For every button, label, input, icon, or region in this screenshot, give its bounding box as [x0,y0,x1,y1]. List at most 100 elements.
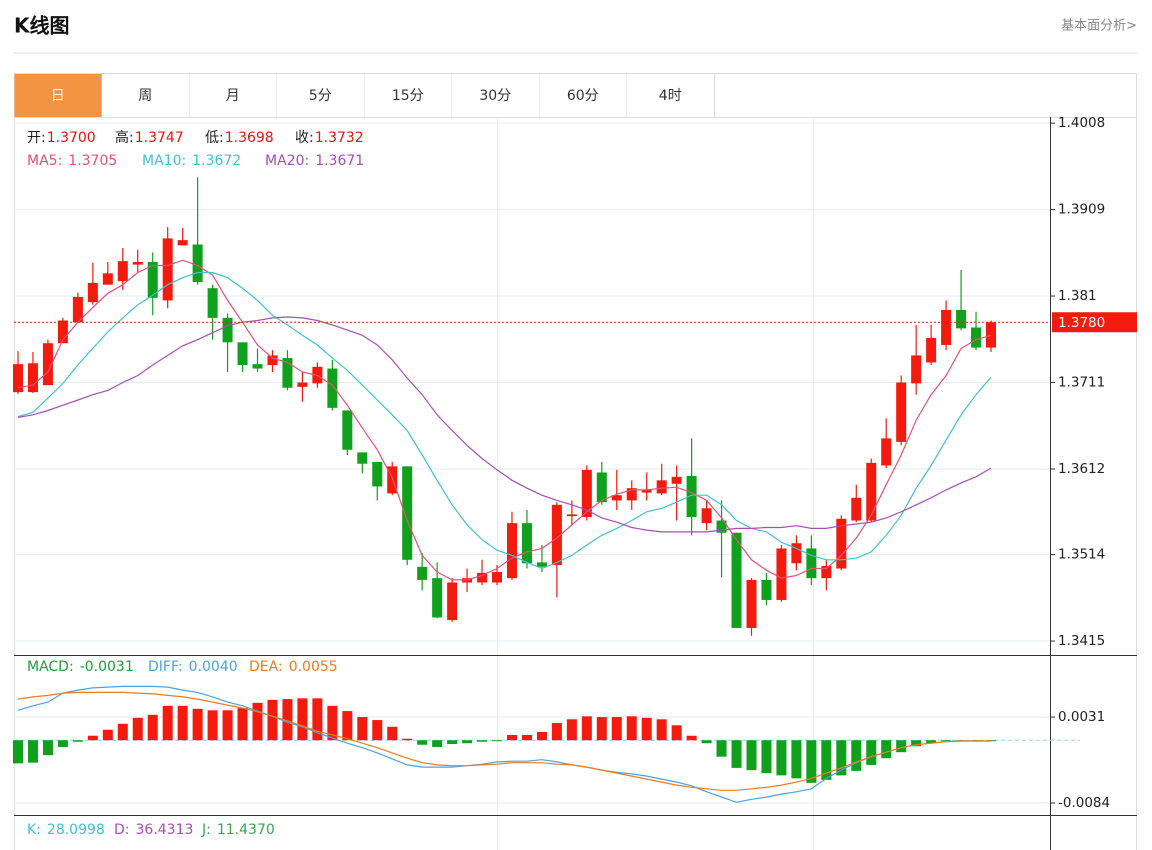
macd-bar [477,740,488,742]
candle-body [192,244,203,283]
y-tick-label: 1.381 [1058,288,1097,304]
candle-body [222,317,233,343]
legend-label: 开: [27,130,46,146]
y-tick-label: 1.3514 [1058,547,1105,563]
legend-label: MACD: [27,659,74,675]
macd-bar [432,740,443,747]
legend-label: 低: [205,130,224,146]
tab-label[interactable]: 4时 [659,88,682,104]
tab[interactable] [627,74,715,117]
tab-label[interactable]: 15分 [392,88,424,104]
candle-body [971,327,982,348]
candle-body [986,322,996,348]
macd-bar [207,710,218,741]
candle-body [611,495,622,501]
legend-value: 1.3747 [135,130,184,146]
candle-body [477,572,488,583]
tab[interactable] [14,74,103,117]
macd-bar [462,740,473,744]
macd-bar [671,725,682,741]
candle-body [237,342,248,366]
macd-bar [42,740,53,756]
macd-bar [611,717,622,741]
tab-bar: 日 周 月 5分 15分 30分 60分 4时 [14,74,715,117]
tab[interactable] [539,74,628,117]
candle-body [521,523,532,564]
candle-body [566,514,577,517]
macd-bar [387,726,398,741]
macd-bar [806,740,817,783]
candle-body [956,310,967,329]
indicator-line [17,316,992,533]
macd-bar [417,740,428,745]
macd-bar [162,705,173,741]
candle-body [207,288,218,318]
candle-body [13,364,23,393]
tab[interactable] [189,74,278,117]
candle-body [626,488,637,501]
legend-label: MA10: [142,153,186,169]
candle-body [42,343,53,386]
macd-bar [267,699,278,741]
legend-label: 收: [295,130,314,146]
candle-body [881,438,892,466]
tab-label[interactable]: 5分 [309,88,332,104]
macd-bar [881,740,892,759]
tab[interactable] [364,74,453,117]
macd-bar [132,717,143,741]
tab-label[interactable]: 日 [51,88,65,104]
macd-bar [761,740,772,774]
candle-body [851,497,862,521]
fundamental-link[interactable]: 基本面分析> [1061,19,1137,34]
page-title: K线图 [14,14,70,38]
candle-body [716,520,727,533]
candle-body [417,566,428,580]
macd-bar [656,719,667,741]
legend-value: 1.3732 [315,130,364,146]
candle-body [581,469,592,518]
legend-value: -0.0031 [80,659,134,675]
macd-bar [327,705,338,741]
candle-body [791,543,802,564]
candle-body [267,355,278,366]
legend-value: 36.4313 [136,822,194,838]
candle-body [671,476,682,484]
candle-body [102,273,113,285]
tab-label[interactable]: 60分 [567,88,599,104]
candle-body [387,466,398,494]
tab[interactable] [277,74,365,117]
macd-bar [731,740,742,768]
macd-bar [521,735,532,741]
tab[interactable] [102,74,190,117]
macd-bar [641,717,652,741]
macd-bar [237,708,248,741]
macd-bar [402,738,413,741]
tab-label[interactable]: 周 [138,88,152,104]
tab-label[interactable]: 月 [226,88,240,104]
candle-body [162,238,173,301]
candle-body [447,582,458,621]
macd-bar [506,735,517,741]
macd-bar [941,740,952,742]
macd-bar [746,740,757,771]
legend-label: MA20: [265,153,309,169]
candle-body [506,523,517,579]
y-tick-label: 1.3711 [1058,375,1105,391]
legend-value: 1.3672 [192,153,241,169]
legend-label: K: [27,822,41,838]
candle-body [551,504,562,566]
macd-bar [372,720,383,741]
macd-bar [716,740,727,757]
tab-label[interactable]: 30分 [479,88,511,104]
macd-bar [27,740,38,763]
macd-bar [102,729,113,741]
tab[interactable] [452,74,540,117]
candle-body [297,382,308,387]
candle-body [941,310,952,345]
macd-bar [492,740,503,742]
macd-bar [866,740,877,765]
candle-body [402,466,413,560]
candle-body [866,462,877,521]
